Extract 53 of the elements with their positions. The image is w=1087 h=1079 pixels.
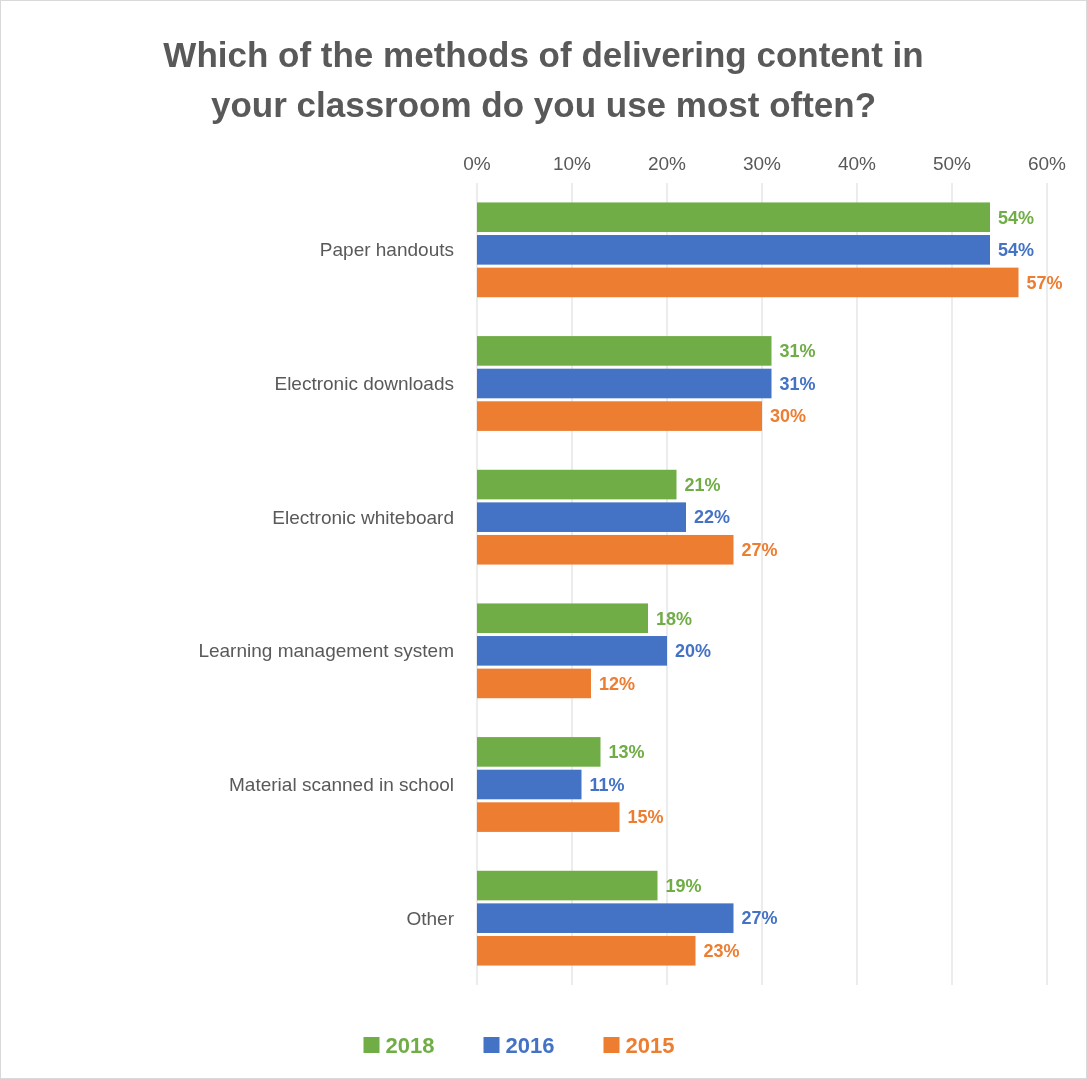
x-tick-label: 60% — [1027, 153, 1067, 174]
data-label: 54% — [998, 240, 1035, 261]
y-tick-label: Electronic downloads — [274, 373, 454, 395]
bar — [477, 469, 677, 500]
x-tick-label: 30% — [742, 153, 782, 174]
data-label: 21% — [684, 474, 721, 495]
x-tick-label: 20% — [647, 153, 687, 174]
data-label: 54% — [998, 207, 1035, 228]
data-label: 57% — [1026, 272, 1063, 293]
data-label: 22% — [694, 507, 731, 528]
bar — [477, 802, 620, 832]
data-label: 13% — [608, 742, 645, 763]
legend-label: 2015 — [625, 1032, 675, 1058]
bar — [477, 903, 734, 933]
bar — [477, 769, 582, 800]
bar — [477, 267, 1019, 298]
x-tick-label: 10% — [552, 153, 592, 174]
legend-label: 2018 — [385, 1032, 435, 1058]
bar — [477, 603, 648, 634]
y-tick-label: Paper handouts — [319, 239, 454, 261]
chart-title: Which of the methods of delivering content in your classroom do you use most often? — [163, 35, 924, 124]
bar — [477, 737, 601, 767]
bar — [477, 668, 591, 699]
bar — [477, 235, 990, 265]
legend-label: 2016 — [505, 1032, 555, 1058]
bar — [477, 935, 696, 966]
bar — [477, 636, 667, 666]
bar — [477, 202, 990, 233]
data-label: 20% — [675, 641, 712, 662]
data-label: 30% — [770, 406, 807, 427]
x-tick-label: 50% — [932, 153, 972, 174]
y-tick-label: Other — [406, 907, 455, 929]
bar — [477, 401, 762, 431]
data-label: 31% — [779, 373, 816, 394]
bar — [477, 534, 734, 565]
y-tick-label: Material scanned in school — [229, 774, 454, 796]
data-label: 18% — [656, 608, 693, 629]
data-label: 19% — [665, 875, 702, 896]
data-label: 27% — [741, 908, 778, 929]
data-label: 15% — [627, 807, 664, 828]
data-label: 12% — [599, 673, 636, 694]
bar — [477, 368, 772, 399]
y-tick-label: Learning management system — [198, 640, 454, 662]
y-tick-label: Electronic whiteboard — [272, 506, 454, 528]
data-label: 27% — [741, 540, 778, 561]
bar — [477, 502, 686, 532]
x-tick-label: 0% — [463, 153, 491, 174]
data-label: 31% — [779, 341, 816, 362]
x-tick-label: 40% — [837, 153, 877, 174]
bar — [477, 336, 772, 366]
data-label: 11% — [589, 774, 625, 795]
data-label: 23% — [703, 941, 740, 962]
bar — [477, 870, 658, 901]
